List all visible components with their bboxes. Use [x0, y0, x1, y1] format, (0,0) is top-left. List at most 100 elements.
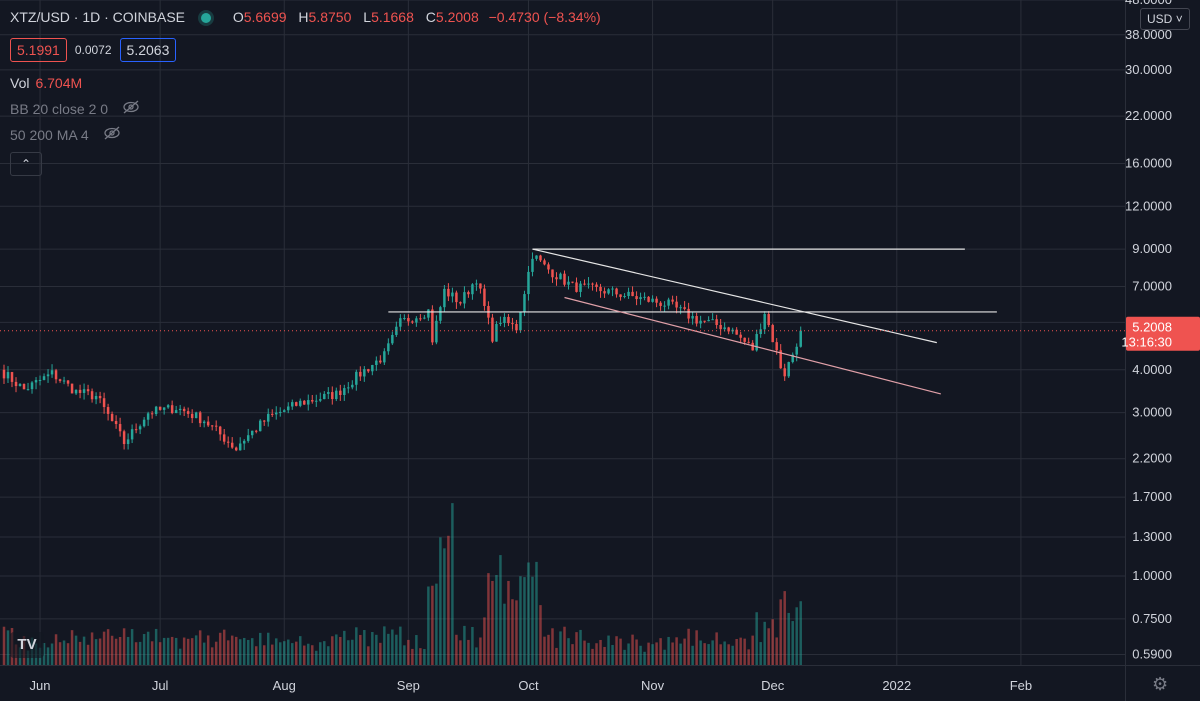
volume-bar	[162, 637, 166, 665]
tradingview-logo[interactable]: TV	[10, 632, 44, 658]
eye-off-icon[interactable]	[122, 100, 140, 117]
eye-off-icon[interactable]	[103, 126, 121, 143]
sell-button[interactable]: 5.1991	[10, 38, 67, 62]
buy-button[interactable]: 5.2063	[119, 38, 177, 62]
volume-bars	[2, 503, 802, 665]
candle-body	[583, 283, 586, 285]
candle-body	[86, 389, 90, 392]
candle-body	[74, 389, 78, 394]
volume-bar	[230, 635, 234, 665]
collapse-legend-button[interactable]: ⌃	[10, 152, 42, 176]
candle-body	[46, 374, 50, 377]
volume-bar	[122, 628, 126, 665]
volume-bar	[775, 637, 778, 665]
candle-body	[367, 369, 370, 372]
candle-body	[591, 283, 594, 285]
volume-bar	[619, 638, 622, 665]
candle-body	[663, 305, 666, 307]
currency-select[interactable]: USD ˅	[1140, 8, 1190, 30]
candle-body	[214, 425, 218, 427]
volume-bar	[214, 641, 218, 665]
volume-bar	[659, 638, 662, 665]
candle-body	[230, 442, 234, 448]
volume-indicator-legend[interactable]: Vol 6.704M	[10, 75, 83, 91]
bollinger-indicator-legend[interactable]: BB 20 close 2 0	[10, 100, 140, 117]
price-tick-label: 1.7000	[1132, 489, 1172, 504]
candle-body	[303, 400, 306, 405]
candle-body	[158, 406, 162, 410]
candle-body	[138, 426, 142, 430]
volume-bar	[539, 605, 542, 665]
candle-body	[471, 284, 474, 295]
time-tick-label: Jul	[152, 678, 169, 693]
chevron-down-icon: ˅	[1175, 12, 1183, 26]
candle-body	[719, 324, 722, 330]
price-tick-label: 2.2000	[1132, 451, 1172, 466]
candle-body	[271, 413, 274, 415]
candle-body	[126, 439, 130, 445]
volume-bar	[759, 642, 762, 665]
time-axis[interactable]: Jun Jul Aug Sep Oct Nov Dec 2022 Feb	[0, 665, 1200, 694]
candle-body	[643, 296, 646, 298]
candle-body	[507, 316, 510, 324]
volume-bar	[575, 632, 578, 665]
volume-bar	[250, 638, 254, 665]
candle-body	[315, 400, 318, 402]
candle-body	[795, 346, 798, 355]
candle-body	[671, 299, 674, 302]
candle-body	[106, 407, 110, 414]
volume-bar	[42, 643, 46, 665]
ma-indicator-legend[interactable]: 50 200 MA 4	[10, 126, 121, 143]
volume-bar	[118, 636, 122, 665]
volume-bar	[234, 636, 238, 665]
volume-bar	[102, 631, 106, 665]
volume-bar	[719, 644, 722, 665]
candle-body	[767, 314, 770, 326]
price-axis[interactable]: 48.0000 38.0000 30.0000 22.0000 16.0000 12.00…	[1121, 0, 1200, 701]
volume-bar	[154, 628, 158, 665]
volume-bar	[94, 639, 98, 665]
candle-body	[559, 273, 562, 280]
volume-bar	[715, 632, 718, 665]
volume-bar	[315, 650, 318, 665]
market-status-icon[interactable]	[200, 13, 211, 23]
volume-bar	[703, 643, 706, 665]
candle-body	[703, 320, 706, 322]
candle-body	[311, 400, 314, 402]
candle-body	[607, 289, 610, 294]
candle-body	[162, 407, 166, 410]
volume-bar	[158, 642, 162, 665]
volume-bar	[371, 632, 374, 665]
volume-bar	[242, 637, 246, 665]
candle-body	[535, 255, 538, 259]
volume-bar	[475, 647, 478, 665]
volume-bar	[423, 649, 426, 665]
candle-body	[707, 319, 710, 322]
candle-body	[266, 413, 270, 422]
candle-body	[218, 426, 222, 435]
candle-body	[190, 413, 194, 419]
volume-bar	[743, 638, 746, 665]
volume-bar	[355, 627, 358, 665]
volume-bar	[579, 629, 582, 665]
symbol-title[interactable]: XTZ/USD · 1D · COINBASE	[10, 9, 186, 25]
candle-body	[198, 412, 202, 424]
volume-bar	[134, 642, 138, 665]
candle-body	[791, 354, 794, 363]
candle-body	[579, 283, 582, 292]
candle-body	[531, 258, 534, 272]
volume-bar	[375, 634, 378, 665]
candle-body	[6, 372, 10, 379]
volume-bar	[511, 599, 514, 665]
gear-icon[interactable]: ⚙	[1152, 674, 1169, 694]
volume-bar	[170, 636, 174, 665]
volume-bar	[535, 561, 538, 665]
volume-bar	[763, 621, 766, 665]
trend-line-channel-upper	[532, 248, 937, 344]
volume-bar	[130, 629, 134, 665]
price-tick-label: 7.0000	[1132, 278, 1172, 293]
volume-bar	[2, 626, 6, 665]
volume-bar	[210, 647, 214, 665]
volume-bar	[427, 586, 430, 665]
